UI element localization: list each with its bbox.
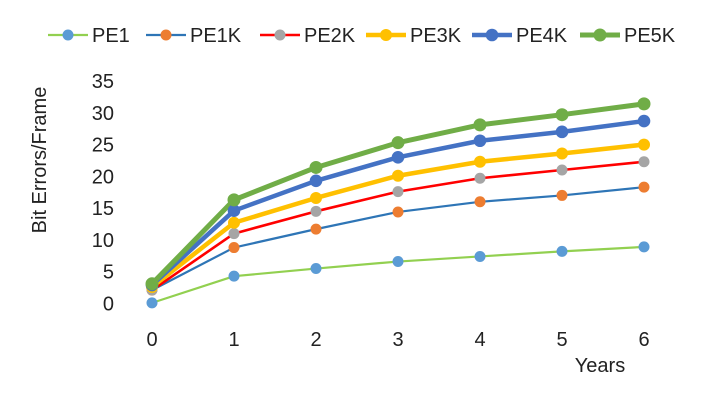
data-point-pe1 [474, 250, 486, 262]
series-lines [149, 101, 647, 304]
data-point-pe5k [637, 97, 651, 111]
x-tick-label: 4 [474, 329, 485, 351]
data-point-pe1k [228, 242, 240, 254]
data-point-pe5k [145, 277, 159, 291]
data-point-pe3k [556, 147, 568, 160]
series-line-pe1 [150, 245, 646, 304]
y-axis-tick-labels: 0 5 10 15 20 25 30 35 [92, 71, 114, 315]
data-point-pe3k [638, 138, 650, 151]
legend-marker [160, 29, 172, 41]
data-point-pe3k [310, 191, 322, 204]
legend-label: PE2K [304, 25, 356, 47]
data-point-pe5k [555, 108, 569, 122]
legend-item-pe1k: PE1K [146, 25, 242, 47]
legend: PE1 PE1K PE2K PE3K PE4K PE5K [48, 25, 676, 47]
data-point-pe4k [473, 134, 487, 148]
data-point-pe2k [474, 172, 486, 184]
y-tick-label: 15 [92, 198, 114, 220]
data-point-pe1k [474, 196, 486, 208]
data-point-pe1 [146, 297, 158, 309]
x-axis-title: Years [575, 355, 625, 377]
legend-item-pe5k: PE5K [580, 25, 676, 47]
x-tick-label: 5 [556, 329, 567, 351]
y-tick-label: 10 [92, 230, 114, 252]
y-tick-label: 35 [92, 71, 114, 93]
legend-marker [485, 28, 499, 42]
x-tick-label: 6 [638, 329, 649, 351]
data-point-pe5k [309, 160, 323, 174]
data-point-pe1k [556, 189, 568, 201]
y-tick-label: 20 [92, 166, 114, 188]
data-point-pe1 [228, 270, 240, 282]
legend-item-pe3k: PE3K [366, 25, 462, 47]
legend-label: PE5K [624, 25, 676, 47]
data-point-pe2k [310, 205, 322, 217]
legend-item-pe4k: PE4K [472, 25, 568, 47]
y-tick-label: 0 [103, 294, 114, 316]
data-point-pe5k [473, 118, 487, 132]
y-axis-title: Bit Errors/Frame [29, 87, 51, 234]
data-point-pe1k [638, 181, 650, 193]
data-point-pe2k [638, 156, 650, 168]
legend-marker [380, 29, 392, 41]
y-tick-label: 5 [103, 262, 114, 284]
data-point-pe4k [637, 114, 651, 128]
data-point-pe3k [474, 155, 486, 168]
data-point-pe1 [638, 241, 650, 253]
data-point-pe2k [392, 186, 404, 198]
data-point-pe1 [392, 256, 404, 268]
y-tick-label: 30 [92, 103, 114, 125]
x-tick-label: 2 [310, 329, 321, 351]
legend-item-pe1: PE1 [48, 25, 130, 47]
data-point-pe2k [556, 164, 568, 176]
data-point-pe1 [310, 263, 322, 275]
x-tick-label: 0 [146, 329, 157, 351]
data-point-pe4k [555, 125, 569, 139]
legend-marker [62, 29, 74, 41]
y-tick-label: 25 [92, 135, 114, 157]
data-point-pe1k [310, 223, 322, 235]
legend-label: PE4K [516, 25, 568, 47]
data-point-pe4k [309, 174, 323, 188]
legend-label: PE1 [92, 25, 130, 47]
data-point-pe5k [227, 193, 241, 207]
data-point-pe4k [391, 150, 405, 164]
data-point-pe2k [228, 228, 240, 240]
legend-marker [593, 28, 607, 42]
data-point-pe1 [556, 245, 568, 257]
data-point-pe5k [391, 136, 405, 150]
legend-marker [274, 29, 286, 41]
x-tick-label: 1 [228, 329, 239, 351]
series-points [145, 97, 651, 309]
data-point-pe3k [392, 169, 404, 182]
x-axis-tick-labels: 0 1 2 3 4 5 6 [146, 329, 649, 351]
legend-label: PE3K [410, 25, 462, 47]
legend-item-pe2k: PE2K [260, 25, 356, 47]
data-point-pe4k [227, 204, 241, 217]
data-point-pe3k [228, 216, 240, 229]
data-point-pe1k [392, 206, 404, 218]
x-tick-label: 3 [392, 329, 403, 351]
legend-label: PE1K [190, 25, 242, 47]
